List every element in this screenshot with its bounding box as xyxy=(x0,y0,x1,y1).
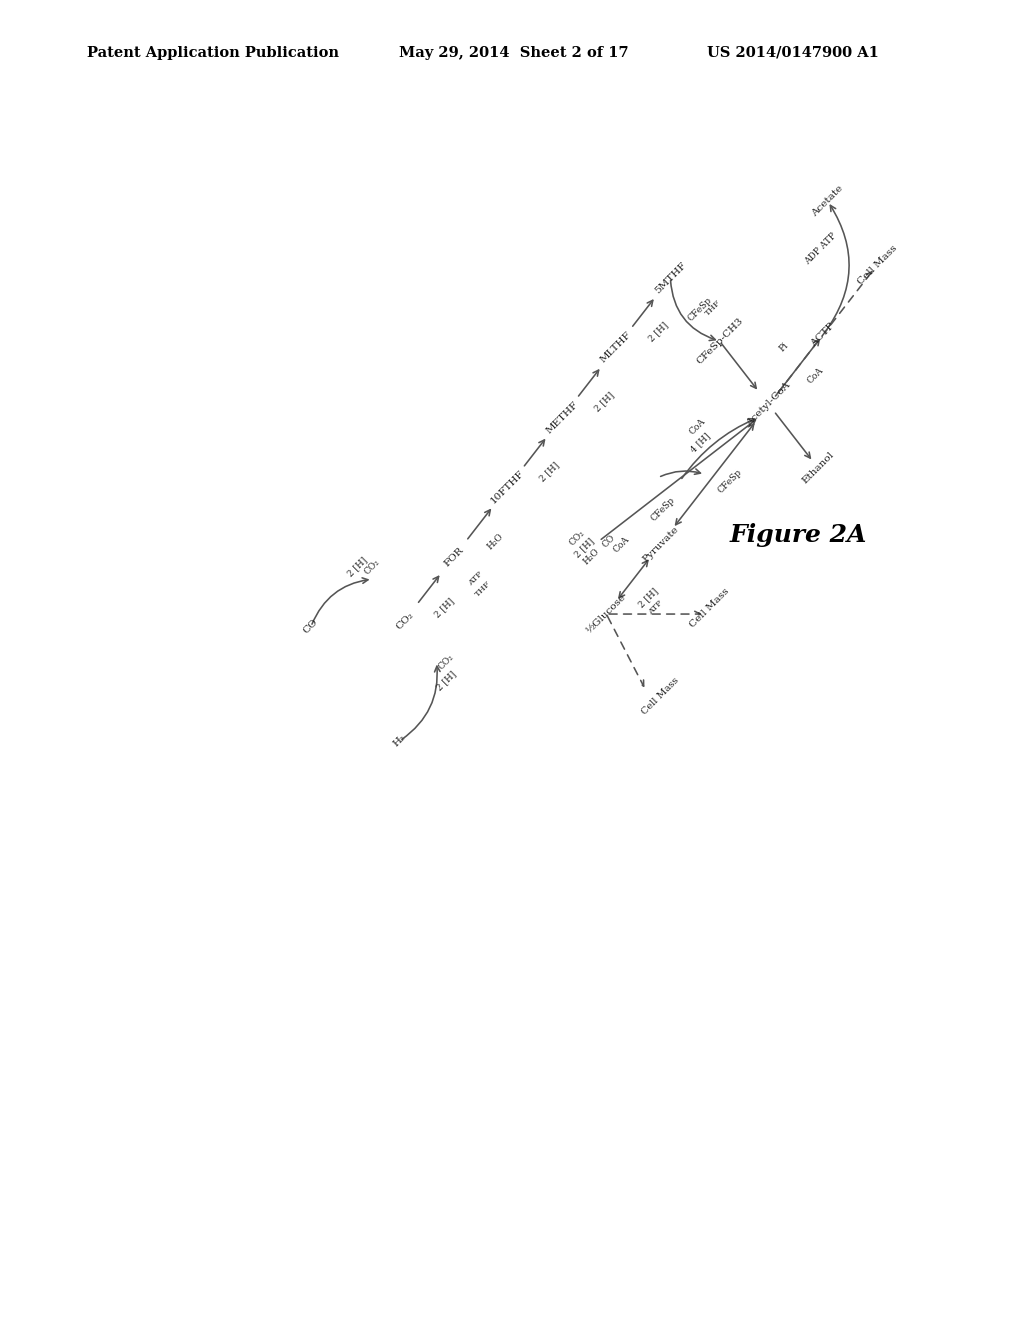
Text: 2 [H]: 2 [H] xyxy=(432,597,456,619)
Text: US 2014/0147900 A1: US 2014/0147900 A1 xyxy=(707,46,879,59)
Text: METHF: METHF xyxy=(545,400,580,436)
Text: 10FTHF: 10FTHF xyxy=(489,469,526,506)
Text: ½Glucose: ½Glucose xyxy=(585,593,628,636)
Text: 2 [H]: 2 [H] xyxy=(637,586,659,610)
Text: Ethanol: Ethanol xyxy=(801,450,836,486)
Text: Acetyl-CoA: Acetyl-CoA xyxy=(745,381,793,428)
Text: 2 [H]: 2 [H] xyxy=(572,536,596,558)
Text: CoA: CoA xyxy=(687,417,708,437)
Text: CO: CO xyxy=(601,533,617,549)
Text: THF: THF xyxy=(705,298,723,318)
Text: Figure 2A: Figure 2A xyxy=(730,523,867,546)
Text: ADP ATP: ADP ATP xyxy=(803,231,839,267)
Text: 5MTHF: 5MTHF xyxy=(653,260,688,296)
Text: Cell Mass: Cell Mass xyxy=(856,243,899,286)
Text: 2 [H]: 2 [H] xyxy=(435,669,458,692)
Text: Cell Mass: Cell Mass xyxy=(688,586,731,630)
Text: ATP: ATP xyxy=(467,570,484,587)
Text: CoA: CoA xyxy=(611,535,631,554)
Text: THF: THF xyxy=(474,579,493,598)
Text: ATP: ATP xyxy=(647,599,665,616)
Text: CO₂: CO₂ xyxy=(394,610,415,631)
Text: H₂: H₂ xyxy=(392,733,408,748)
Text: CO₂: CO₂ xyxy=(567,528,587,548)
Text: 2 [H]: 2 [H] xyxy=(646,321,670,343)
Text: CFeSp: CFeSp xyxy=(686,296,714,323)
Text: H₂O: H₂O xyxy=(582,546,601,566)
Text: 4 [H]: 4 [H] xyxy=(688,432,712,454)
Text: Patent Application Publication: Patent Application Publication xyxy=(87,46,339,59)
Text: MLTHF: MLTHF xyxy=(599,330,634,364)
Text: CFeSp-CH3: CFeSp-CH3 xyxy=(694,317,744,366)
Text: H₂O: H₂O xyxy=(485,531,506,550)
Text: CoA: CoA xyxy=(806,366,825,385)
Text: 2 [H]: 2 [H] xyxy=(539,459,561,483)
Text: 2 [H]: 2 [H] xyxy=(346,554,369,578)
Text: Pi: Pi xyxy=(777,341,790,354)
Text: Pyruvate: Pyruvate xyxy=(641,524,680,564)
Text: FOR: FOR xyxy=(442,545,465,569)
Text: Cell Mass: Cell Mass xyxy=(640,676,681,717)
Text: CFeSp: CFeSp xyxy=(716,467,743,495)
Text: CFeSp: CFeSp xyxy=(649,495,677,523)
Text: CO₂: CO₂ xyxy=(362,557,382,576)
Text: CO₂: CO₂ xyxy=(437,652,456,671)
Text: Acetate: Acetate xyxy=(811,183,845,219)
Text: 2 [H]: 2 [H] xyxy=(593,389,615,413)
Text: ACTP: ACTP xyxy=(809,321,837,348)
Text: May 29, 2014  Sheet 2 of 17: May 29, 2014 Sheet 2 of 17 xyxy=(399,46,629,59)
Text: CO: CO xyxy=(302,618,319,636)
